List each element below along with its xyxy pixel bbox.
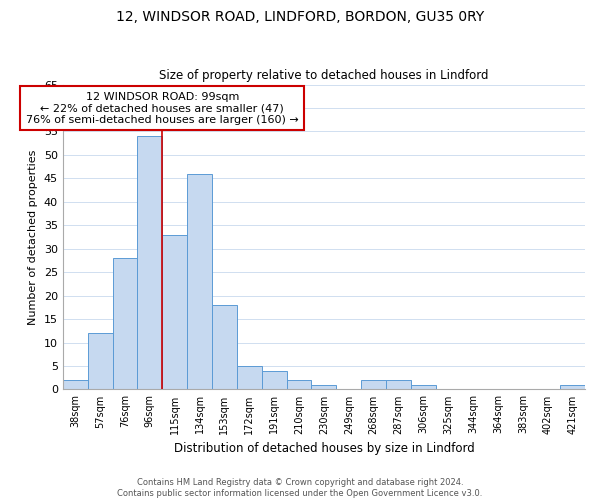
Title: Size of property relative to detached houses in Lindford: Size of property relative to detached ho… <box>159 69 488 82</box>
Y-axis label: Number of detached properties: Number of detached properties <box>28 150 38 324</box>
Text: 12, WINDSOR ROAD, LINDFORD, BORDON, GU35 0RY: 12, WINDSOR ROAD, LINDFORD, BORDON, GU35… <box>116 10 484 24</box>
Bar <box>113 258 137 390</box>
Bar <box>386 380 411 390</box>
Bar <box>287 380 311 390</box>
Bar <box>162 234 187 390</box>
Bar <box>361 380 386 390</box>
Bar <box>262 370 287 390</box>
Bar <box>411 384 436 390</box>
Bar <box>88 333 113 390</box>
Bar <box>63 380 88 390</box>
Bar <box>560 384 585 390</box>
Bar <box>212 305 237 390</box>
X-axis label: Distribution of detached houses by size in Lindford: Distribution of detached houses by size … <box>173 442 474 455</box>
Bar <box>187 174 212 390</box>
Text: Contains HM Land Registry data © Crown copyright and database right 2024.
Contai: Contains HM Land Registry data © Crown c… <box>118 478 482 498</box>
Bar <box>237 366 262 390</box>
Bar <box>137 136 162 390</box>
Bar <box>311 384 337 390</box>
Text: 12 WINDSOR ROAD: 99sqm
← 22% of detached houses are smaller (47)
76% of semi-det: 12 WINDSOR ROAD: 99sqm ← 22% of detached… <box>26 92 299 125</box>
